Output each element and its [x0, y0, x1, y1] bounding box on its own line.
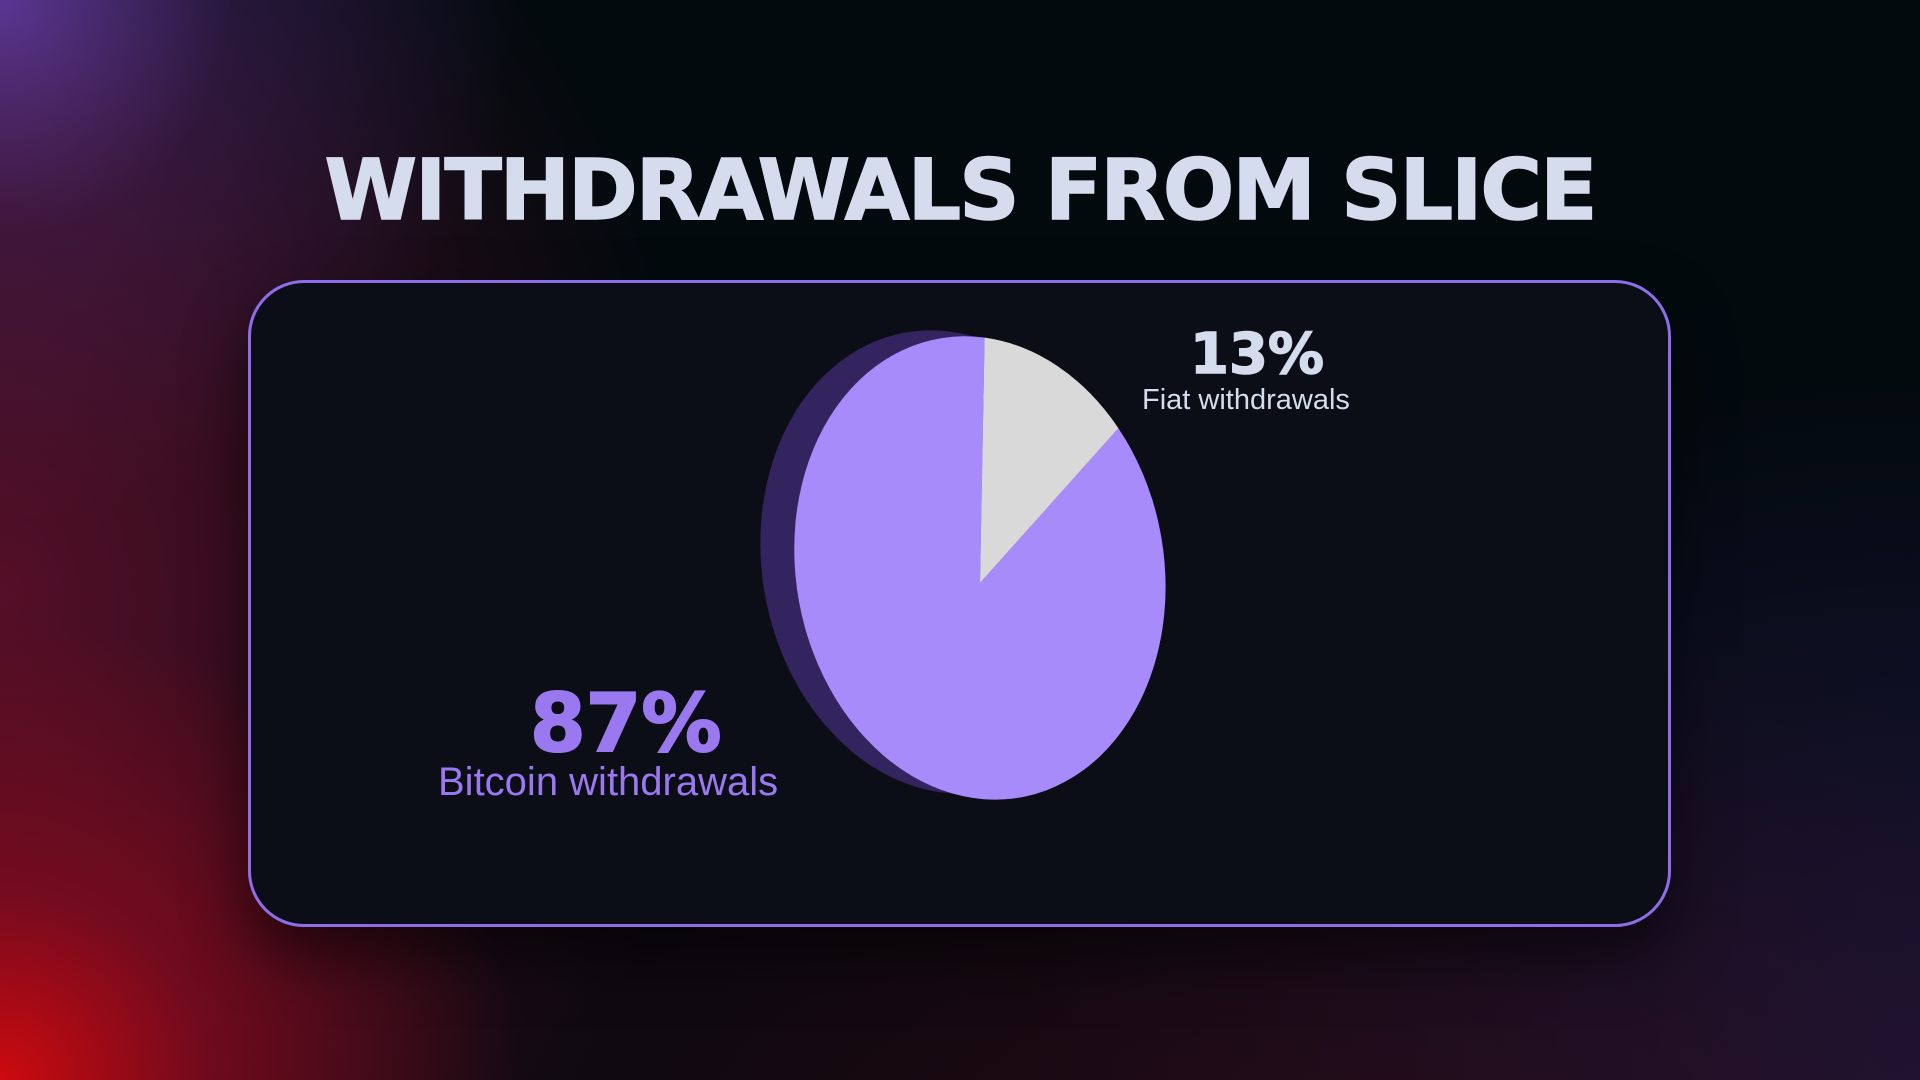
bitcoin-label: Bitcoin withdrawals — [438, 760, 779, 804]
fiat-label: Fiat withdrawals — [1142, 384, 1350, 416]
pie-slice-fiat — [980, 337, 1119, 583]
pie-slice-bitcoin — [794, 336, 1166, 800]
page-title: WITHDRAWALS FROM SLICE — [324, 141, 1598, 239]
fiat-percentage: 13% — [1189, 322, 1325, 387]
bitcoin-percentage: 87% — [529, 677, 722, 770]
